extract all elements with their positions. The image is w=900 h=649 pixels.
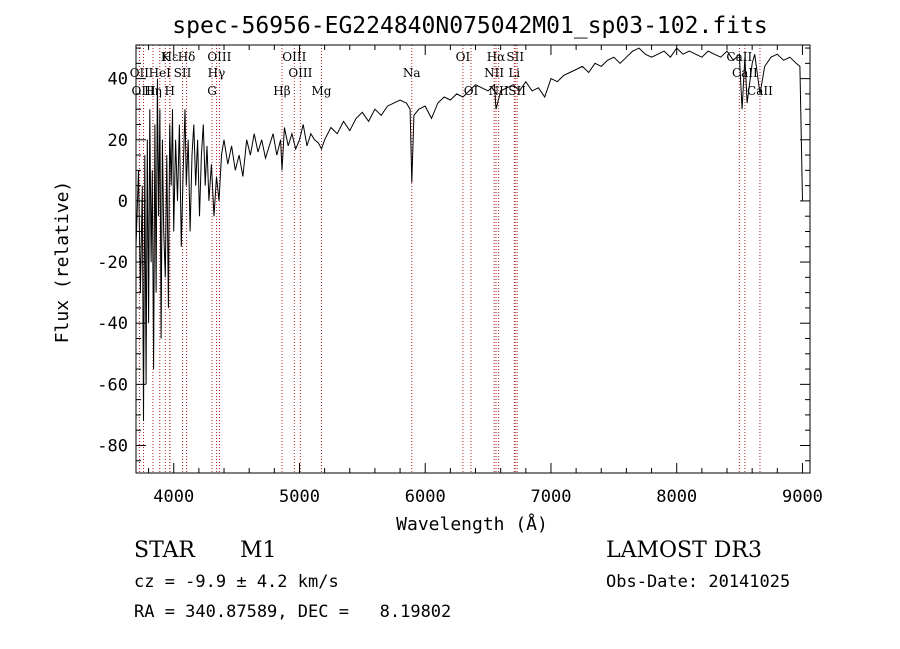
line-label: Li	[508, 66, 520, 80]
line-label: CaII	[732, 66, 758, 80]
line-label: SII	[174, 66, 192, 80]
line-label: K	[161, 50, 171, 64]
line-label: OI	[456, 50, 471, 64]
y-axis-label: Flux (relative)	[52, 181, 73, 344]
chart-title: spec-56956-EG224840N075042M01_sp03-102.f…	[172, 13, 767, 39]
y-tick-label: -80	[97, 436, 128, 456]
line-label: Hβ	[273, 84, 290, 98]
line-label: OIII	[282, 50, 306, 64]
line-label: Hη	[144, 84, 162, 98]
x-tick-label: 4000	[153, 487, 194, 507]
line-label: Na	[403, 66, 421, 80]
line-label: Hγ	[208, 66, 226, 80]
line-label: NII	[489, 84, 509, 98]
y-tick-label: -60	[97, 375, 128, 395]
survey-name: LAMOST DR3	[606, 538, 762, 563]
plot-frame	[135, 44, 811, 474]
line-label: Hε	[162, 50, 179, 64]
x-tick-label: 6000	[405, 487, 446, 507]
line-label: SII	[508, 84, 526, 98]
y-tick-label: 20	[108, 131, 128, 151]
x-tick-label: 5000	[279, 487, 320, 507]
y-tick-label: -40	[97, 314, 128, 334]
line-label: Hα	[487, 50, 506, 64]
line-label: OIII	[207, 50, 231, 64]
object-class: STAR	[134, 538, 195, 563]
x-axis-label: Wavelength (Å)	[396, 513, 548, 535]
axes: 4000 5000 6000 7000 8000 9000 -80 -60 -40 -20 0 20 4…	[97, 44, 823, 507]
x-tick-label: 7000	[530, 487, 571, 507]
line-label: Hδ	[178, 50, 196, 64]
line-label: OI	[464, 84, 479, 98]
line-label: G	[207, 84, 217, 98]
line-label: H	[164, 84, 174, 98]
line-label: OII	[130, 66, 150, 80]
x-tick-label: 9000	[782, 487, 823, 507]
line-label: CaII	[747, 84, 773, 98]
y-tick-label: -20	[97, 253, 128, 273]
y-tick-label: 0	[118, 192, 128, 212]
line-label: SII	[506, 50, 524, 64]
line-label: OIII	[132, 84, 156, 98]
line-label: CaII	[726, 50, 752, 64]
obs-date: Obs-Date: 20141025	[606, 572, 791, 592]
y-tick-label: 40	[108, 70, 128, 90]
object-subclass: M1	[240, 538, 277, 563]
line-markers	[138, 45, 761, 473]
spectrum-line	[135, 47, 803, 422]
coordinates: RA = 340.87589, DEC = 8.19802	[134, 602, 452, 622]
x-tick-label: 8000	[656, 487, 697, 507]
line-label: OIII	[288, 66, 312, 80]
line-label: HeI	[149, 66, 172, 80]
line-label: Mg	[311, 84, 331, 98]
cz-value: cz = -9.9 ± 4.2 km/s	[134, 572, 339, 592]
line-label: NII	[484, 66, 504, 80]
